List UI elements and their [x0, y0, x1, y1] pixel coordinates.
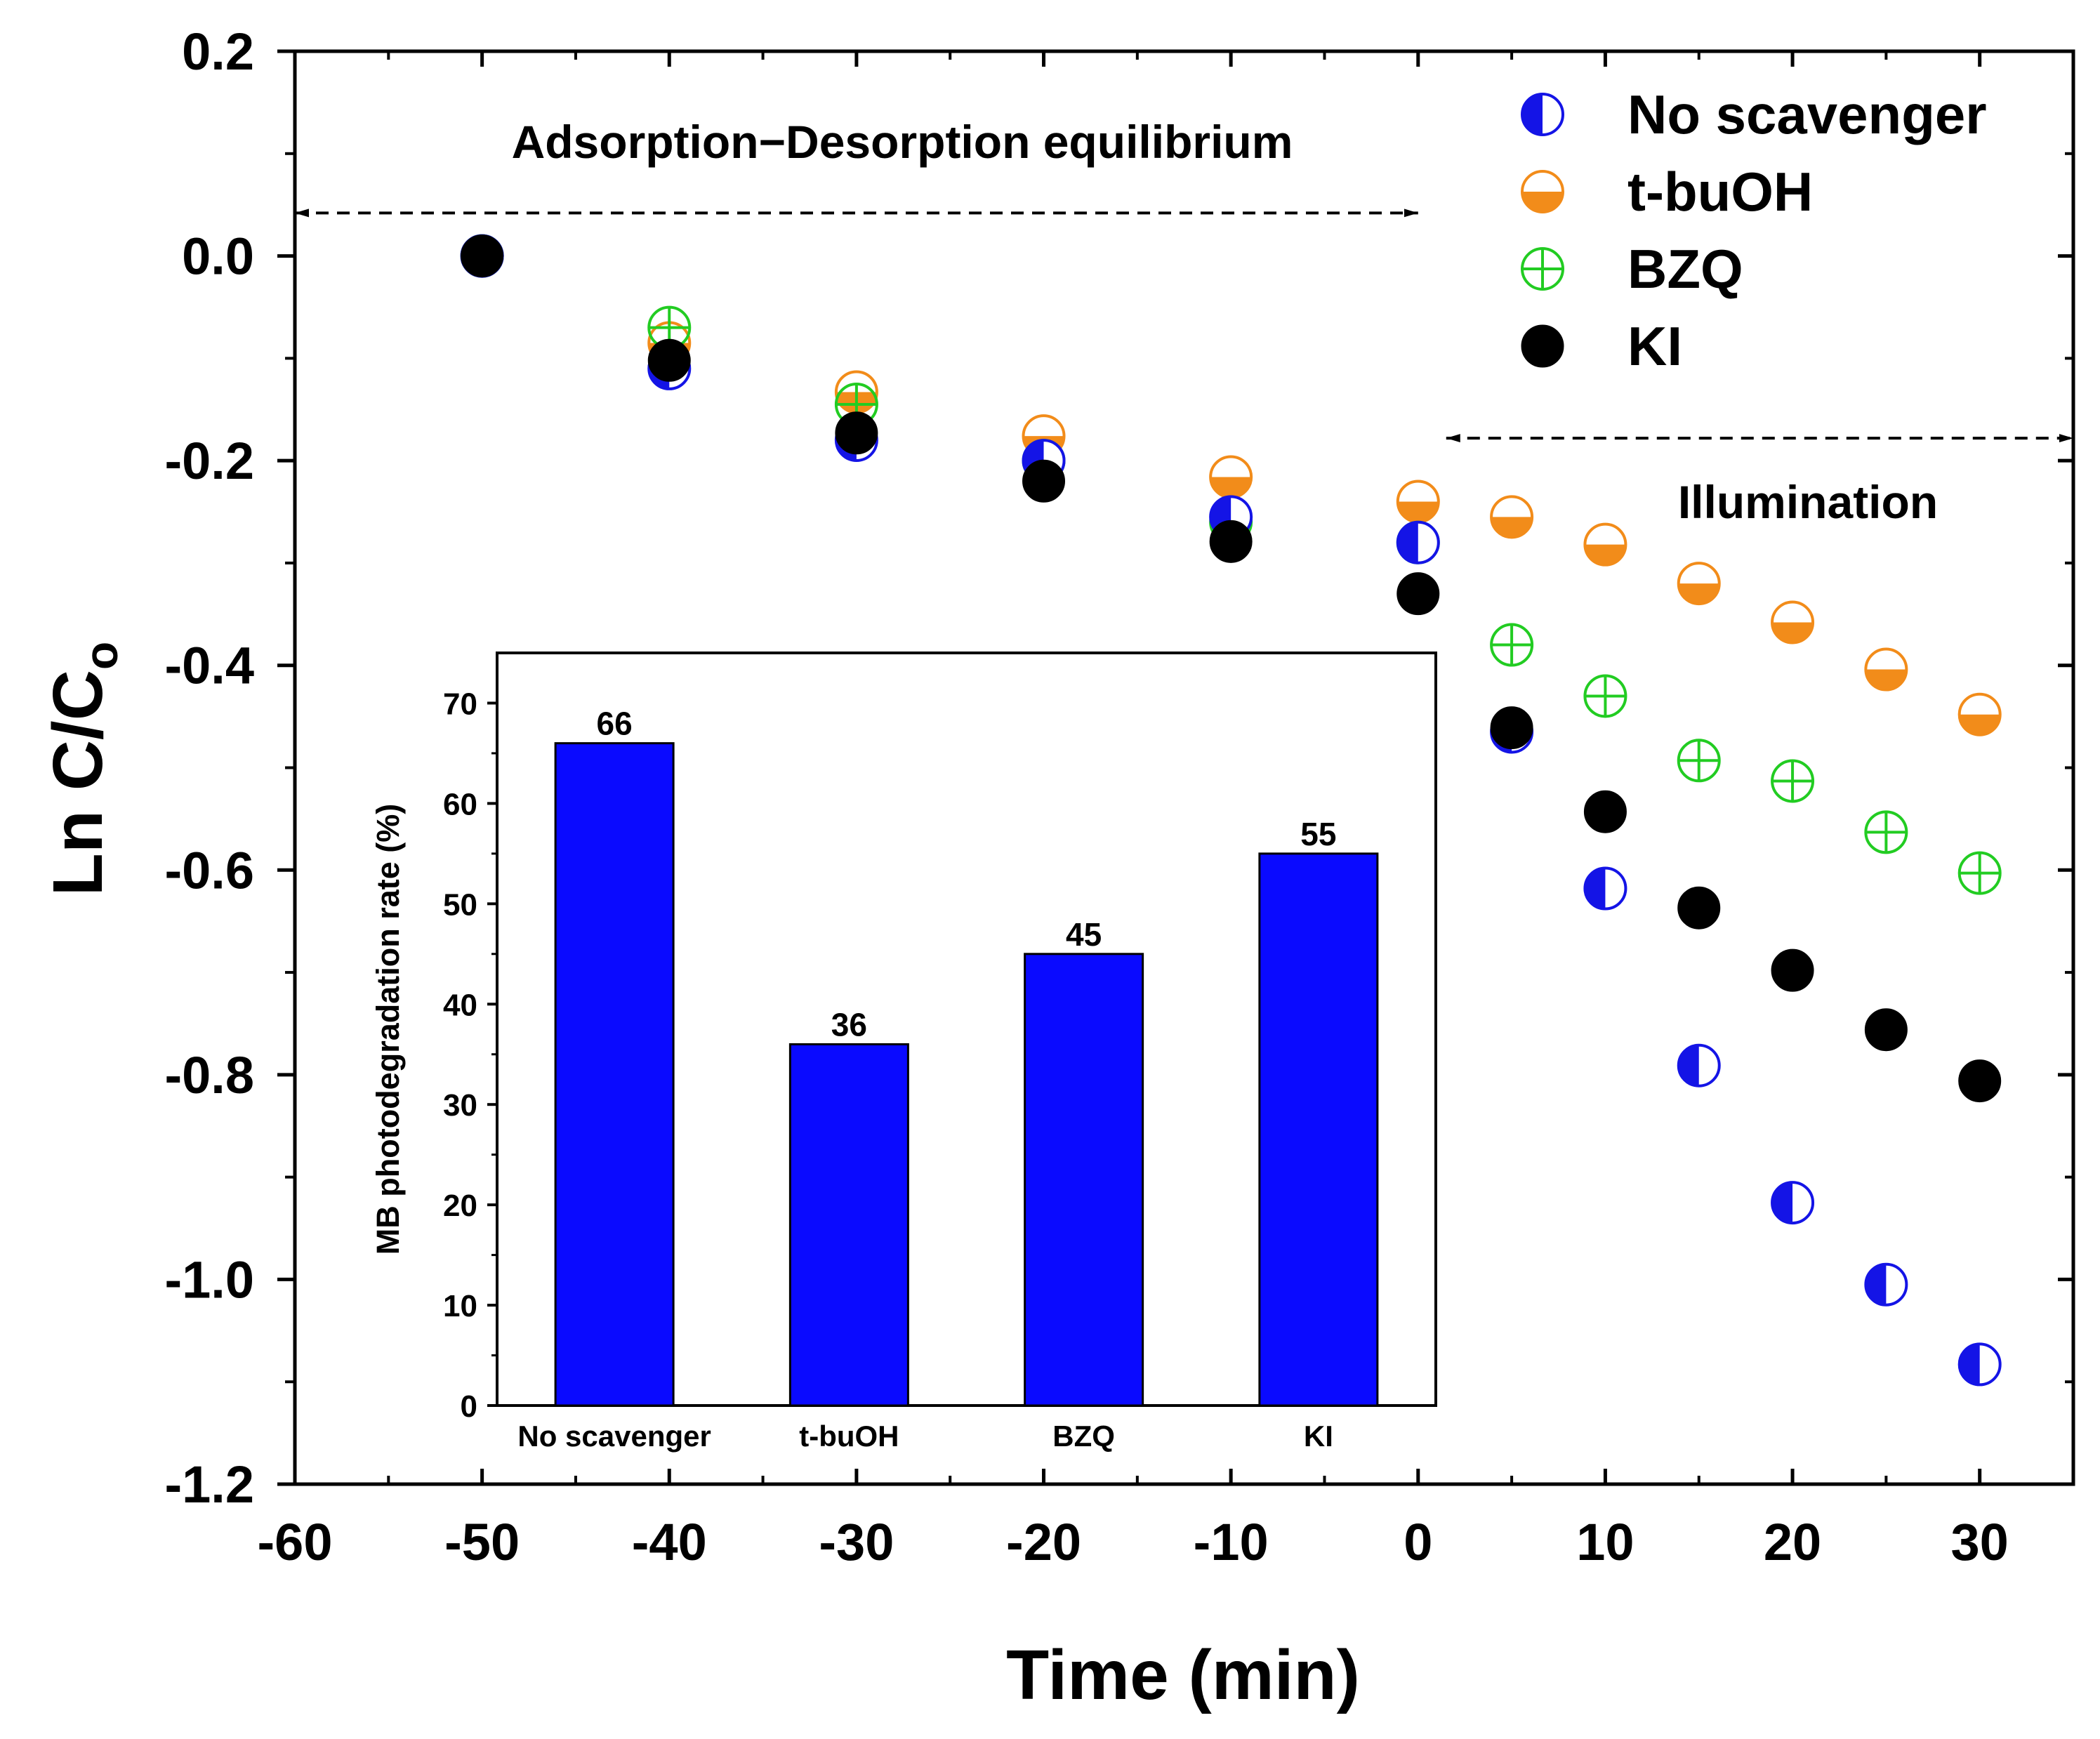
inset-bar-bzq [1024, 953, 1144, 1407]
main-x-tick-label: -40 [632, 1513, 707, 1571]
data-point-ki [1583, 790, 1627, 833]
inset-x-tick-label: t-buOH [799, 1420, 899, 1453]
data-point-ki [1022, 459, 1066, 503]
data-point-t-buoh [1771, 600, 1815, 644]
inset-bar-chart: 0 10 20 30 40 50 60 70 66 No scavenger 36 t-buOH 45… [370, 652, 1437, 1453]
data-point-ki [1864, 1008, 1908, 1052]
main-y-tick-label: 0.0 [182, 227, 254, 286]
inset-y-tick-label: 40 [443, 988, 477, 1022]
main-y-tick-label: -1.0 [164, 1250, 254, 1309]
data-point-bzq [1583, 674, 1627, 718]
inset-y-axis-label: MB photodegradation rate (%) [370, 804, 406, 1255]
data-point-bzq [1677, 739, 1721, 783]
data-point-t-buoh [1864, 647, 1908, 692]
inset-y-tick-label: 70 [443, 687, 477, 721]
data-point-no-scavenger [1864, 1262, 1908, 1307]
inset-y-tick-label: 0 [461, 1389, 477, 1424]
inset-y-tick-label: 30 [443, 1088, 477, 1123]
main-x-axis-label: Time (min) [1006, 1636, 1360, 1714]
main-x-tick-label: -50 [444, 1513, 520, 1571]
data-point-no-scavenger [1771, 1181, 1815, 1225]
legend-label-bzq: BZQ [1627, 238, 1743, 300]
data-point-ki [835, 411, 878, 455]
inset-bar-value-label: 55 [1300, 816, 1336, 852]
legend-marker-no-scavenger [1521, 93, 1564, 136]
data-point-no-scavenger [1677, 1043, 1721, 1087]
main-y-tick-label: 0.2 [182, 22, 254, 81]
main-x-tick-label: 10 [1576, 1513, 1634, 1571]
data-point-bzq [1771, 759, 1815, 803]
legend-label-no-scavenger: No scavenger [1627, 84, 1987, 145]
main-x-tick-label: -10 [1194, 1513, 1269, 1571]
data-point-ki [1958, 1059, 2002, 1103]
series-ki [461, 234, 2002, 1103]
inset-bar-value-label: 66 [597, 706, 633, 742]
data-point-ki [1209, 520, 1253, 563]
data-point-t-buoh [1209, 455, 1253, 499]
legend-label-t-buoh: t-buOH [1627, 161, 1813, 223]
data-point-bzq [1957, 851, 2002, 895]
inset-x-tick-label: No scavenger [517, 1420, 711, 1453]
data-point-t-buoh [1957, 692, 2002, 736]
inset-y-tick-label: 20 [443, 1189, 477, 1223]
legend-marker-t-buoh [1521, 170, 1564, 213]
main-y-tick-label: -0.6 [164, 841, 254, 899]
data-point-ki [1677, 886, 1721, 930]
main-x-tick-label: 0 [1404, 1513, 1432, 1571]
data-point-ki [1771, 948, 1814, 992]
main-y-tick-label: -1.2 [164, 1455, 254, 1514]
inset-y-tick-label: 60 [443, 787, 477, 821]
main-y-tick-label: -0.2 [164, 432, 254, 490]
main-x-tick-label: -30 [819, 1513, 894, 1571]
data-point-no-scavenger [1583, 866, 1627, 911]
data-point-bzq [1490, 623, 1534, 667]
legend-marker-ki [1521, 324, 1564, 368]
main-x-tick-label: 30 [1951, 1513, 2009, 1571]
inset-bar-ki [1258, 852, 1379, 1407]
main-x-tick-label: -60 [258, 1513, 333, 1571]
inset-x-tick-label: KI [1304, 1420, 1333, 1453]
data-point-no-scavenger [1957, 1342, 2002, 1387]
data-point-ki [647, 338, 691, 382]
inset-x-tick-label: BZQ [1052, 1420, 1115, 1453]
data-point-t-buoh [1396, 480, 1440, 524]
inset-bar-t-buoh [788, 1043, 909, 1407]
main-y-tick-label: -0.8 [164, 1046, 254, 1104]
data-point-t-buoh [1677, 562, 1721, 606]
main-scatter-plot: -60 -50 -40 -30 -20 -10 0 10 20 30 0.2 0.0 -0.2 -0.4… [39, 22, 2075, 1714]
annotation-illumination: Illumination [1678, 476, 1938, 528]
annotation-adsorption-desorption: Adsorption−Desorption equilibrium [512, 116, 1293, 168]
inset-bar-value-label: 45 [1066, 916, 1102, 953]
main-y-tick-label: -0.4 [164, 637, 254, 695]
data-point-ki [1490, 706, 1533, 750]
data-point-ki [461, 234, 504, 278]
inset-y-tick-label: 50 [443, 887, 477, 922]
inset-y-tick-label: 10 [443, 1289, 477, 1323]
inset-bar-no-scavenger [554, 742, 675, 1407]
data-point-bzq [1864, 810, 1908, 854]
main-y-axis-label: Ln C/Co [39, 642, 127, 897]
data-point-t-buoh [1583, 522, 1627, 567]
legend-marker-bzq [1521, 247, 1564, 291]
inset-bar-value-label: 36 [831, 1006, 867, 1043]
legend: No scavenger t-buOH BZQ KI [1521, 84, 1987, 377]
data-point-ki [1396, 572, 1440, 616]
data-point-no-scavenger [1396, 520, 1440, 564]
main-x-tick-label: 20 [1764, 1513, 1821, 1571]
legend-label-ki: KI [1627, 315, 1682, 377]
main-x-tick-label: -20 [1006, 1513, 1081, 1571]
data-point-t-buoh [1490, 495, 1534, 539]
